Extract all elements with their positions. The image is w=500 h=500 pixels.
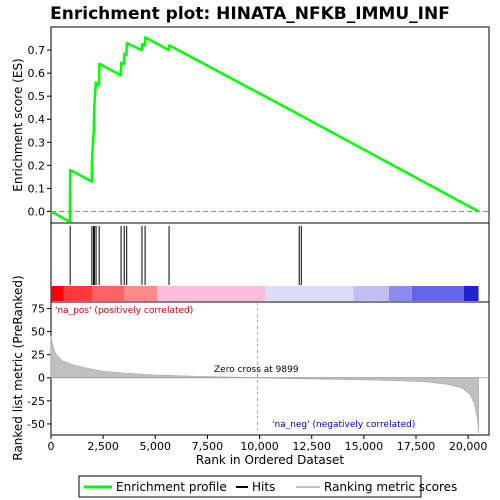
- metric-y-tick-label: 75: [31, 302, 45, 315]
- x-axis-label: Rank in Ordered Dataset: [196, 453, 344, 467]
- es-y-tick-label: 0.0: [28, 205, 46, 218]
- es-y-axis-label: Enrichment score (ES): [11, 58, 25, 191]
- color-bar-segment: [388, 286, 412, 301]
- es-y-tick-label: 0.5: [28, 90, 46, 103]
- hits-panel: [69, 226, 302, 285]
- legend-item-metric: Ranking metric scores: [324, 480, 457, 494]
- color-bar-segment: [411, 286, 464, 301]
- color-bar-segment: [265, 286, 354, 301]
- color-bar-segment: [353, 286, 389, 301]
- x-tick-label: 0: [48, 440, 55, 453]
- metric-y-tick-label: 25: [31, 349, 45, 362]
- neg-label: 'na_neg' (negatively correlated): [272, 420, 415, 430]
- metric-y-tick-label: 50: [31, 326, 45, 339]
- metric-y-axis-label: Ranked list metric (PreRanked): [11, 275, 25, 460]
- ranking-metric-area: [50, 336, 479, 434]
- es-panel-frame: [50, 26, 490, 224]
- legend-item-hits: Hits: [252, 480, 275, 494]
- legend-item-enrichment: Enrichment profile: [116, 480, 227, 494]
- es-y-tick-label: 0.6: [28, 67, 46, 80]
- color-bar-segment: [51, 286, 64, 301]
- es-y-tick-label: 0.3: [28, 136, 46, 149]
- color-bar-segment: [63, 286, 93, 301]
- x-tick-label: 17,500: [397, 440, 436, 453]
- es-y-tick-label: 0.7: [28, 44, 46, 57]
- x-tick-label: 20,000: [449, 440, 488, 453]
- color-bar-segment: [157, 286, 266, 301]
- x-tick-label: 2,500: [87, 440, 119, 453]
- metric-y-tick-label: 0: [38, 372, 45, 385]
- pos-label: 'na_pos' (positively correlated): [55, 306, 193, 316]
- x-tick-label: 7,500: [192, 440, 224, 453]
- x-tick-label: 10,000: [240, 440, 279, 453]
- es-y-tick-label: 0.2: [28, 159, 46, 172]
- es-y-tick-label: 0.4: [28, 113, 46, 126]
- x-axis: 0 2,500 5,000 7,500 10,000 12,500 15,000 17,500…: [48, 435, 488, 453]
- rank-color-bar: [51, 286, 479, 301]
- es-y-tick-label: 0.1: [28, 182, 46, 195]
- x-tick-label: 5,000: [140, 440, 172, 453]
- metric-y-tick-label: -50: [27, 418, 45, 431]
- metric-y-tick-label: -25: [27, 395, 45, 408]
- legend: Enrichment profile Hits Ranking metric s…: [78, 475, 457, 498]
- legend-box: [78, 475, 422, 498]
- color-bar-segment: [463, 286, 479, 301]
- color-bar-segment: [92, 286, 124, 301]
- x-tick-label: 15,000: [345, 440, 384, 453]
- chart-title: Enrichment plot: HINATA_NFKB_IMMU_INF: [50, 4, 450, 24]
- es-panel: 0.0 0.1 0.2 0.3 0.4 0.5 0.6 0.7: [28, 36, 489, 224]
- color-bar-segment: [124, 286, 158, 301]
- enrichment-profile-line: [50, 36, 480, 224]
- zero-cross-label: Zero cross at 9899: [214, 365, 299, 375]
- metric-panel: 75 50 25 0 -25 -50: [27, 302, 489, 435]
- x-tick-label: 12,500: [292, 440, 331, 453]
